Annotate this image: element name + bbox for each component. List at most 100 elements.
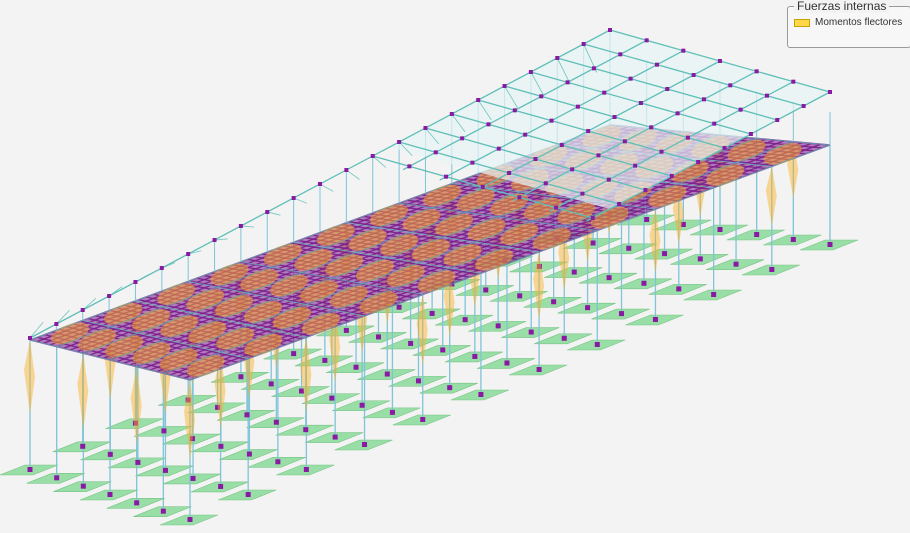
internal-forces-legend: Fuerzas internas Momentos flectores <box>787 0 910 48</box>
roof-member <box>549 81 794 212</box>
column-base-node <box>384 371 390 377</box>
roof-node <box>696 160 701 164</box>
column-moment-diagram <box>24 340 35 415</box>
column-base-node <box>322 357 328 363</box>
slab-moment-diagram <box>532 227 571 250</box>
roof-node <box>107 294 112 298</box>
slab-moment-diagram <box>188 321 227 344</box>
roof-node <box>596 153 601 158</box>
slab-moment-diagram <box>763 143 802 165</box>
slab-moment-diagram <box>386 265 425 287</box>
roof-node <box>476 98 481 102</box>
roof-node <box>559 143 564 147</box>
roof-node <box>496 146 501 151</box>
column-base-node <box>134 500 140 506</box>
roof-node <box>591 66 596 71</box>
roof-node <box>565 80 570 85</box>
roof-node <box>590 216 595 220</box>
roof-node <box>608 28 612 32</box>
roof-node <box>28 336 32 340</box>
slab-moment-diagram <box>78 329 117 351</box>
roof-node <box>622 139 627 144</box>
roof-node <box>133 280 138 284</box>
column-base-node <box>161 428 167 434</box>
roof-node <box>460 136 465 141</box>
roof-node <box>738 107 743 112</box>
roof-node <box>512 108 517 113</box>
roof-node <box>712 121 717 126</box>
column-base-node <box>536 263 542 269</box>
roof-diagonal <box>451 113 466 133</box>
column-base-node <box>528 329 534 335</box>
roof-node <box>665 87 670 91</box>
column-moment-diagram <box>214 352 226 430</box>
slab-moment-diagram <box>380 234 419 256</box>
slab-moment-diagram <box>186 289 225 311</box>
roof-diagonal <box>425 127 439 145</box>
roof-diagonal <box>477 99 492 121</box>
column-base-node <box>244 412 250 418</box>
roof-node <box>618 52 623 57</box>
column-moment-diagram <box>184 380 195 460</box>
roof-node <box>528 70 533 74</box>
legend-item-label: Momentos flectores <box>815 17 903 28</box>
roof-node <box>602 90 607 95</box>
column-moment-diagram <box>533 251 545 320</box>
slab-moment-diagram <box>132 309 171 331</box>
column-base-node <box>495 323 501 329</box>
roof-node <box>54 322 59 326</box>
slab-moment-diagram <box>240 269 279 291</box>
roof-node <box>212 238 217 242</box>
legend-item-bending-moments[interactable]: Momentos flectores <box>794 17 902 28</box>
roof-node <box>80 308 85 312</box>
column-base-node <box>676 286 682 292</box>
column-base-node <box>135 459 141 465</box>
column-base-node <box>769 267 775 272</box>
roof-node <box>533 157 538 161</box>
slab-moment-diagram <box>244 333 283 356</box>
roof-node <box>581 42 586 46</box>
roof-node <box>539 94 544 99</box>
roof-node <box>612 115 617 119</box>
roof-diagonal <box>82 298 97 311</box>
roof-node <box>523 132 528 137</box>
slab-moment-diagram <box>402 209 441 231</box>
slab-moment-diagram <box>105 335 144 358</box>
column-base-node <box>697 256 703 262</box>
column-base-node <box>246 451 252 457</box>
slab-beam <box>163 141 794 374</box>
roof-diagonal <box>504 85 519 109</box>
slab-moment-diagram <box>500 223 539 245</box>
column-base-node <box>218 483 224 489</box>
slab-moment-diagram <box>456 189 495 211</box>
roof-node <box>828 90 832 94</box>
legend-title: Fuerzas internas <box>794 0 890 13</box>
roof-node <box>754 69 759 74</box>
column-base-node <box>185 397 191 403</box>
column-base-node <box>504 360 510 366</box>
slab-moment-diagram <box>299 280 339 303</box>
column-base-node <box>478 392 484 397</box>
roof-node <box>748 132 753 136</box>
roof-node <box>543 181 548 186</box>
slab-moment-diagram <box>157 283 196 305</box>
roof-member <box>402 39 647 171</box>
roof-diagonal <box>29 321 44 339</box>
roof-node <box>638 101 643 105</box>
column-base-node <box>215 404 221 410</box>
slab-moment-diagram <box>50 322 89 345</box>
column-base-node <box>652 317 658 322</box>
slab-moment-diagram <box>423 184 462 207</box>
roof-node <box>517 195 522 200</box>
column-base-node <box>680 222 686 227</box>
slab-moment-diagram <box>475 249 514 271</box>
roof-diagonal <box>530 71 545 97</box>
roof-node <box>238 224 243 228</box>
roof-node <box>580 191 585 196</box>
roof-node <box>681 48 686 53</box>
column-base-node <box>389 409 395 415</box>
column-base-node <box>733 261 739 267</box>
slab-moment-diagram <box>727 139 766 162</box>
